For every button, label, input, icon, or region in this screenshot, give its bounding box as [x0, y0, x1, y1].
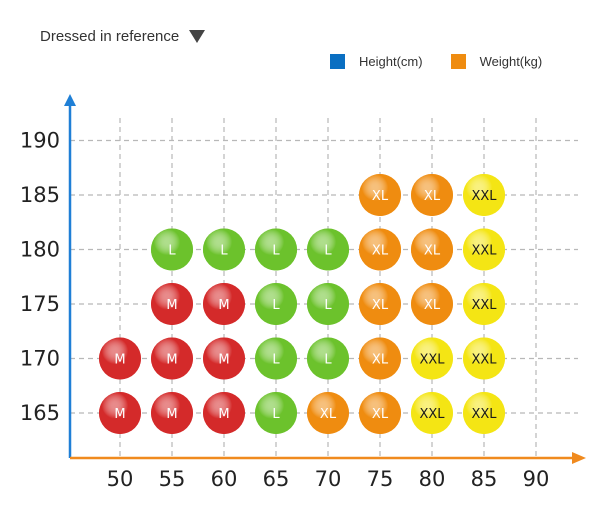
- size-bubble-shine: [359, 392, 401, 434]
- size-bubble-label: XL: [320, 407, 337, 422]
- size-bubble-shine: [359, 174, 401, 216]
- size-bubble-shine: [255, 392, 297, 434]
- size-bubble-label: M: [114, 407, 125, 422]
- legend-swatch-height: [330, 54, 345, 69]
- size-bubble-label: L: [324, 298, 332, 313]
- size-bubble-label: M: [218, 298, 229, 313]
- size-bubble-shine: [255, 337, 297, 380]
- size-bubble-shine: [151, 228, 193, 271]
- size-bubble-shine: [255, 228, 297, 271]
- size-bubble-shine: [411, 174, 453, 216]
- y-tick-label-180: 180: [20, 238, 60, 262]
- x-tick-label-75: 75: [367, 467, 394, 491]
- size-bubble-shine: [307, 392, 349, 434]
- size-bubble-shine: [255, 283, 297, 325]
- size-bubble-shine: [203, 283, 245, 325]
- size-bubble-shine: [359, 228, 401, 271]
- x-tick-label-70: 70: [315, 467, 342, 491]
- size-bubble-label: L: [324, 244, 332, 259]
- size-bubble-label: XL: [372, 353, 389, 368]
- size-bubble-shine: [463, 283, 505, 325]
- legend-label-weight: Weight(kg): [479, 54, 543, 69]
- x-tick-label-65: 65: [263, 467, 290, 491]
- size-bubble-label: XL: [424, 189, 441, 204]
- y-tick-label-170: 170: [20, 347, 60, 371]
- size-bubble-label: XXL: [471, 244, 497, 259]
- chart-title-text: Dressed in reference: [40, 28, 180, 45]
- size-bubble-label: XXL: [419, 407, 445, 422]
- size-bubble-label: M: [166, 407, 177, 422]
- size-bubble-label: M: [218, 407, 229, 422]
- size-bubble-label: XL: [372, 298, 389, 313]
- size-bubble-label: L: [272, 298, 280, 313]
- x-tick-label-50: 50: [107, 467, 134, 491]
- size-bubble-shine: [99, 392, 141, 434]
- size-bubble-shine: [411, 392, 453, 434]
- size-bubble-shine: [203, 228, 245, 271]
- x-tick-label-85: 85: [471, 467, 498, 491]
- size-bubble-label: M: [114, 353, 125, 368]
- size-bubble-shine: [307, 283, 349, 325]
- size-bubble-label: XL: [372, 189, 389, 204]
- size-bubble-shine: [99, 337, 141, 380]
- x-tick-label-60: 60: [211, 467, 238, 491]
- y-tick-label-185: 185: [20, 183, 60, 207]
- y-tick-label-175: 175: [20, 292, 60, 316]
- size-bubble-shine: [463, 174, 505, 216]
- legend-item-height: Height(cm): [330, 54, 423, 69]
- size-bubble-label: XXL: [419, 353, 445, 368]
- size-bubble-label: L: [272, 407, 280, 422]
- size-bubble-shine: [307, 228, 349, 271]
- size-bubble-shine: [359, 337, 401, 380]
- size-bubble-shine: [411, 337, 453, 380]
- size-bubble-shine: [203, 337, 245, 380]
- size-bubble-label: L: [272, 353, 280, 368]
- triangle-down-icon: [189, 30, 206, 43]
- legend-item-weight: Weight(kg): [450, 54, 543, 69]
- size-bubble-shine: [151, 392, 193, 434]
- size-bubble-shine: [463, 337, 505, 380]
- x-axis-arrow-icon: [572, 452, 586, 464]
- size-bubble-shine: [359, 283, 401, 325]
- size-bubble-shine: [411, 283, 453, 325]
- size-bubble-label: XXL: [471, 353, 497, 368]
- legend-swatch-weight: [450, 54, 466, 69]
- size-bubble-label: L: [272, 244, 280, 259]
- y-tick-label-165: 165: [20, 401, 60, 425]
- size-bubble-label: M: [166, 353, 177, 368]
- x-tick-label-90: 90: [523, 467, 550, 491]
- size-bubble-shine: [411, 228, 453, 271]
- size-bubble-label: L: [168, 244, 176, 259]
- size-bubble-label: L: [324, 353, 332, 368]
- size-bubble-label: M: [166, 298, 177, 313]
- size-bubble-shine: [307, 337, 349, 380]
- size-bubble-label: L: [220, 244, 228, 259]
- size-bubble-label: XXL: [471, 407, 497, 422]
- size-bubble-shine: [463, 392, 505, 434]
- size-bubble-shine: [463, 228, 505, 271]
- size-bubble-shine: [203, 392, 245, 434]
- y-tick-label-190: 190: [20, 129, 60, 153]
- y-axis-arrow-icon: [64, 94, 76, 106]
- size-bubble-label: XL: [372, 407, 389, 422]
- chart-legend: Height(cm) Weight(kg): [330, 54, 570, 69]
- size-bubble-shine: [151, 283, 193, 325]
- legend-label-height: Height(cm): [359, 54, 423, 69]
- size-bubble-shine: [151, 337, 193, 380]
- x-tick-label-55: 55: [159, 467, 186, 491]
- size-bubble-label: XXL: [471, 189, 497, 204]
- chart-title: Dressed in reference: [40, 28, 206, 45]
- size-bubble-label: M: [218, 353, 229, 368]
- size-bubble-label: XL: [424, 244, 441, 259]
- size-bubble-label: XL: [424, 298, 441, 313]
- x-tick-label-80: 80: [419, 467, 446, 491]
- size-bubble-label: XXL: [471, 298, 497, 313]
- size-bubble-label: XL: [372, 244, 389, 259]
